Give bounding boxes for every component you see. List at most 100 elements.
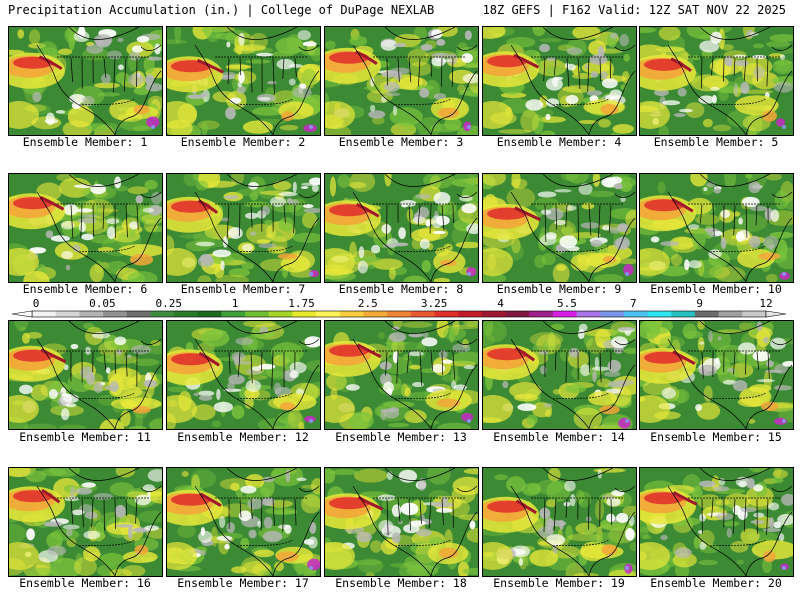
ensemble-map-panel xyxy=(8,173,163,283)
colorbar-segment xyxy=(505,311,530,317)
precip-map xyxy=(167,468,320,576)
ensemble-member-label: Ensemble Member: 19 xyxy=(493,576,625,590)
precip-map xyxy=(640,321,793,429)
ensemble-map-panel xyxy=(8,26,163,136)
colorbar-segment xyxy=(268,311,293,317)
ensemble-map-panel xyxy=(324,26,479,136)
colorbar-right-arrow-icon xyxy=(765,310,787,318)
colorbar-segment xyxy=(55,311,80,317)
colorbar-segment xyxy=(126,311,151,317)
colorbar-left-arrow-icon xyxy=(11,310,33,318)
ensemble-member-label: Ensemble Member: 16 xyxy=(19,576,151,590)
ensemble-member-label: Ensemble Member: 13 xyxy=(335,430,467,444)
precip-map xyxy=(483,468,636,576)
precip-map xyxy=(167,174,320,282)
colorbar-tick-label: 4 xyxy=(497,297,504,310)
ensemble-map-panel xyxy=(639,467,794,577)
colorbar-segment xyxy=(458,311,483,317)
model-run-info: 18Z GEFS | F162 Valid: 12Z SAT NOV 22 20… xyxy=(482,3,786,17)
precip-map xyxy=(325,321,478,429)
ensemble-map-panel xyxy=(8,320,163,430)
colorbar-segment xyxy=(552,311,578,317)
colorbar-segment xyxy=(694,311,720,317)
ensemble-member-label: Ensemble Member: 10 xyxy=(650,282,782,296)
precip-map xyxy=(9,321,162,429)
colorbar-segment xyxy=(434,311,459,317)
ensemble-member-label: Ensemble Member: 11 xyxy=(19,430,151,444)
precip-map xyxy=(640,27,793,135)
colorbar-tick-label: 2.5 xyxy=(357,297,378,310)
ensemble-member-label: Ensemble Member: 1 xyxy=(22,135,148,149)
colorbar-segment xyxy=(410,311,436,317)
precip-map xyxy=(483,27,636,135)
colorbar-segment xyxy=(103,311,128,317)
ensemble-member-label: Ensemble Member: 20 xyxy=(650,576,782,590)
colorbar-tick-label: 9 xyxy=(696,297,703,310)
colorbar-segment xyxy=(150,311,175,317)
ensemble-map-panel xyxy=(166,26,321,136)
precip-map xyxy=(9,468,162,576)
colorbar-segment xyxy=(576,311,601,317)
ensemble-map-panel xyxy=(8,467,163,577)
colorbar-segment xyxy=(32,311,57,317)
colorbar-segment xyxy=(742,311,767,317)
colorbar-segment xyxy=(339,311,364,317)
colorbar-segment xyxy=(292,311,317,317)
ensemble-map-panel xyxy=(166,467,321,577)
colorbar-tick-label: 0 xyxy=(32,297,40,310)
colorbar-segment xyxy=(316,311,341,317)
colorbar-segment xyxy=(623,311,649,317)
ensemble-member-label: Ensemble Member: 4 xyxy=(496,135,622,149)
ensemble-member-label: Ensemble Member: 6 xyxy=(22,282,148,296)
colorbar-segment xyxy=(647,311,672,317)
ensemble-member-label: Ensemble Member: 7 xyxy=(180,282,306,296)
ensemble-map-panel xyxy=(324,173,479,283)
colorbar-segment xyxy=(671,311,696,317)
colorbar-segment xyxy=(245,311,270,317)
colorbar-segment xyxy=(363,311,388,317)
ensemble-member-label: Ensemble Member: 14 xyxy=(493,430,625,444)
ensemble-map-panel xyxy=(482,173,637,283)
colorbar-tick-label: 1 xyxy=(231,297,239,310)
colorbar-legend xyxy=(11,310,787,318)
ensemble-member-label: Ensemble Member: 15 xyxy=(650,430,782,444)
precip-map xyxy=(9,27,162,135)
precip-map xyxy=(325,468,478,576)
ensemble-member-label: Ensemble Member: 18 xyxy=(335,576,467,590)
colorbar-segment xyxy=(481,311,507,317)
colorbar-tick-label: 0.05 xyxy=(89,297,116,310)
ensemble-map-panel xyxy=(639,320,794,430)
colorbar-tick-label: 5.5 xyxy=(556,297,577,310)
ensemble-map-panel xyxy=(324,467,479,577)
precip-map xyxy=(483,321,636,429)
colorbar-tick-label: 7 xyxy=(629,297,637,310)
precip-map xyxy=(9,174,162,282)
ensemble-map-panel xyxy=(639,173,794,283)
ensemble-map-panel xyxy=(482,320,637,430)
chart-title: Precipitation Accumulation (in.) | Colle… xyxy=(8,3,435,17)
colorbar-segment xyxy=(529,311,554,317)
ensemble-member-label: Ensemble Member: 12 xyxy=(177,430,309,444)
precip-map xyxy=(325,174,478,282)
ensemble-member-label: Ensemble Member: 8 xyxy=(338,282,464,296)
colorbar-tick-label: 0.25 xyxy=(155,297,182,310)
colorbar-tick-label: 1.75 xyxy=(288,297,315,310)
colorbar-segment xyxy=(718,311,743,317)
colorbar-segment xyxy=(600,311,625,317)
ensemble-member-label: Ensemble Member: 17 xyxy=(177,576,309,590)
colorbar-segment xyxy=(221,311,246,317)
precip-map xyxy=(167,321,320,429)
precip-map xyxy=(640,468,793,576)
precip-map xyxy=(167,27,320,135)
ensemble-member-label: Ensemble Member: 3 xyxy=(338,135,464,149)
ensemble-map-panel xyxy=(482,26,637,136)
ensemble-map-panel xyxy=(166,173,321,283)
colorbar-segment xyxy=(387,311,412,317)
ensemble-member-label: Ensemble Member: 9 xyxy=(496,282,622,296)
ensemble-map-panel xyxy=(639,26,794,136)
ensemble-member-label: Ensemble Member: 2 xyxy=(180,135,306,149)
ensemble-map-panel xyxy=(324,320,479,430)
colorbar-segment xyxy=(79,311,104,317)
colorbar-segment xyxy=(174,311,199,317)
ensemble-map-panel xyxy=(482,467,637,577)
